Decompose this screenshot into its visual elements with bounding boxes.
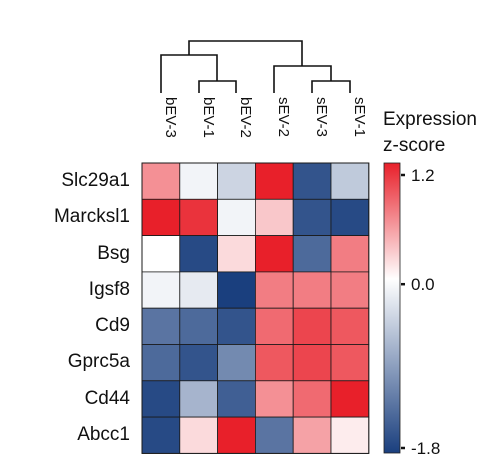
heatmap-cell-cd44-bev-3 [141,380,181,418]
heatmap-cell-slc29a1-sev-1 [330,162,370,200]
heatmap-cell-marcksl1-bev-3 [141,198,181,237]
heatmap-cell-slc29a1-sev-2 [254,162,294,200]
row-label: Bsg [97,243,130,264]
heatmap-cell-igsf8-bev-3 [141,271,181,309]
legend-tick-label: 0.0 [411,275,435,294]
heatmap-cell-slc29a1-sev-3 [292,162,332,200]
heatmap-cell-slc29a1-bev-2 [217,162,256,200]
legend-ticks: 1.2 0.0 -1.8 [401,166,440,458]
heatmap-cell-marcksl1-bev-2 [217,198,256,237]
heatmap-cell-abcc1-sev-3 [292,416,332,454]
heatmap-cell-gprc5a-sev-2 [254,344,294,382]
heatmap-cell-bsg-sev-1 [330,235,370,273]
heatmap-cell-abcc1-bev-1 [179,416,219,454]
heatmap-cell-igsf8-sev-2 [254,271,294,309]
heatmap-cell-gprc5a-bev-2 [217,344,256,382]
heatmap-cell-cd9-bev-3 [141,307,181,345]
heatmap-cell-cd44-bev-1 [179,380,219,418]
heatmap-cell-marcksl1-sev-3 [292,198,332,237]
heatmap-cell-marcksl1-sev-1 [330,198,370,237]
heatmap-cell-cd9-sev-1 [330,307,370,345]
legend-tick-label: -1.8 [411,439,440,458]
heatmap-cell-igsf8-sev-3 [292,271,332,309]
column-dendrogram [160,40,351,93]
row-label: Cd9 [95,315,130,336]
column-label: bEV-1 [200,97,217,138]
heatmap-cells [141,162,370,454]
dendrogram-branch-bev3-cluster [160,54,218,93]
heatmap-cell-gprc5a-sev-1 [330,344,370,382]
dendrogram-branch-bev1-bev2 [198,80,237,93]
heatmap-cell-bsg-bev-2 [217,235,256,273]
column-label: sEV-2 [275,97,292,137]
heatmap-cell-bsg-bev-3 [141,235,181,273]
heatmap-cell-gprc5a-bev-3 [141,344,181,382]
legend-title-line-1: Expression [383,109,477,130]
heatmap-cell-bsg-bev-1 [179,235,219,273]
heatmap-cell-bsg-sev-2 [254,235,294,273]
color-legend: Expression z-score 1.2 0.0 -1.8 [383,109,477,458]
row-label: Marcksl1 [54,206,130,227]
heatmap-cell-bsg-sev-3 [292,235,332,273]
heatmap-cell-cd44-sev-1 [330,380,370,418]
row-label: Cd44 [85,388,131,409]
heatmap-frame [141,162,370,454]
heatmap-cell-cd44-sev-2 [254,380,294,418]
column-labels: bEV-3 bEV-1 bEV-2 sEV-2 sEV-3 sEV-1 [162,97,368,138]
row-labels: Slc29a1 Marcksl1 Bsg Igsf8 Cd9 Gprc5a Cd… [54,170,130,445]
dendrogram-branch-sev2-cluster [273,65,332,93]
dendrogram-branch-root [188,40,303,66]
heatmap-cell-marcksl1-sev-2 [254,198,294,237]
heatmap-cell-gprc5a-bev-1 [179,344,219,382]
heatmap-cell-marcksl1-bev-1 [179,198,219,237]
heatmap-cell-cd9-bev-2 [217,307,256,345]
heatmap-cell-abcc1-sev-1 [330,416,370,454]
column-label: bEV-2 [237,97,254,138]
heatmap-cell-slc29a1-bev-3 [141,162,181,200]
legend-color-bar [383,162,401,454]
row-label: Igsf8 [89,279,130,300]
legend-tick-label: 1.2 [411,166,435,185]
column-label: sEV-1 [351,97,368,137]
heatmap-cell-slc29a1-bev-1 [179,162,219,200]
heatmap-cell-cd9-sev-2 [254,307,294,345]
heatmap-cell-cd44-sev-3 [292,380,332,418]
row-label: Abcc1 [77,424,130,445]
heatmap-cell-cd44-bev-2 [217,380,256,418]
row-label: Slc29a1 [61,170,130,191]
heatmap-cell-cd9-sev-3 [292,307,332,345]
legend-title-line-2: z-score [383,135,445,156]
row-label: Gprc5a [68,351,131,372]
heatmap-cell-igsf8-bev-2 [217,271,256,309]
heatmap-cell-igsf8-sev-1 [330,271,370,309]
heatmap-cell-abcc1-sev-2 [254,416,294,454]
heatmap-cell-abcc1-bev-3 [141,416,181,454]
column-label: bEV-3 [162,97,179,138]
heatmap-cell-abcc1-bev-2 [217,416,256,454]
column-label: sEV-3 [313,97,330,137]
heatmap-cell-gprc5a-sev-3 [292,344,332,382]
heatmap-cell-igsf8-bev-1 [179,271,219,309]
dendrogram-branch-sev3-sev1 [311,80,351,93]
heatmap-cell-cd9-bev-1 [179,307,219,345]
